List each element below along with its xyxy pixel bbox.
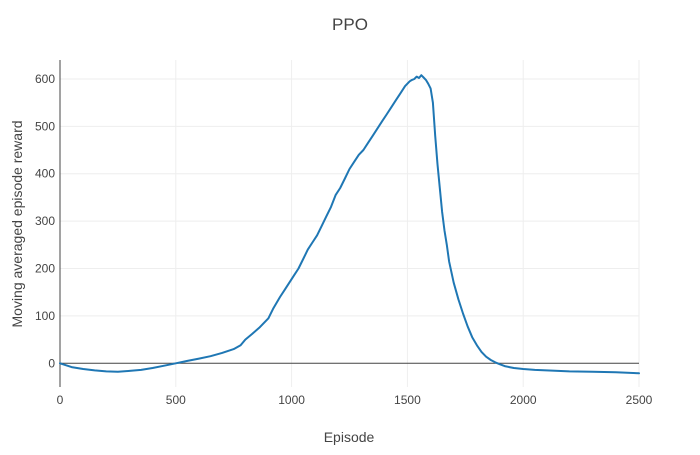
chart-title: PPO: [332, 15, 368, 34]
y-tick-label: 0: [48, 356, 55, 370]
y-tick-label: 600: [35, 72, 55, 86]
x-tick-label: 0: [57, 393, 64, 407]
x-tick-label: 2500: [626, 393, 653, 407]
x-tick-label: 500: [166, 393, 186, 407]
y-tick-label: 400: [35, 167, 55, 181]
y-tick-label: 500: [35, 119, 55, 133]
x-tick-label: 2000: [510, 393, 537, 407]
axes: [59, 60, 639, 387]
x-tick-label: 1000: [278, 393, 305, 407]
y-tick-label: 300: [35, 214, 55, 228]
y-tick-label: 100: [35, 309, 55, 323]
x-tick-label: 1500: [394, 393, 421, 407]
tick-labels: 0 500 1000 1500 2000 2500 0 100 200 300 400 500 600: [35, 72, 653, 407]
x-axis-title: Episode: [324, 429, 375, 445]
y-axis-title: Moving averaged episode reward: [9, 120, 25, 327]
gridlines: [60, 60, 640, 387]
series-line-1: [59, 74, 640, 375]
y-tick-label: 200: [35, 262, 55, 276]
series-layer: [59, 74, 640, 375]
